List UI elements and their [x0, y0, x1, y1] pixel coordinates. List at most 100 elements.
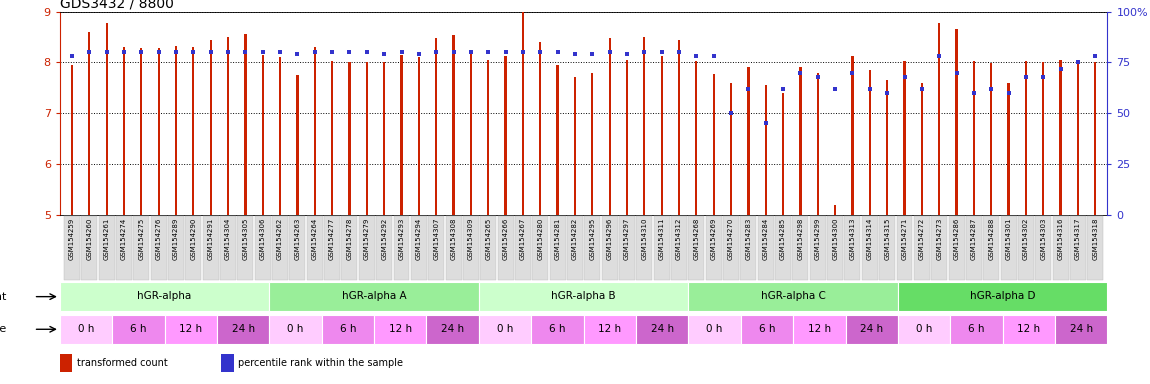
Text: GSM154283: GSM154283	[745, 218, 751, 260]
Point	[201, 49, 220, 55]
Bar	[765, 85, 767, 215]
Bar	[116, 216, 132, 280]
Bar	[478, 314, 531, 344]
Bar	[914, 216, 930, 280]
Point	[1068, 59, 1087, 65]
Text: GSM154286: GSM154286	[953, 218, 959, 260]
Bar	[1007, 83, 1010, 215]
Text: GSM154287: GSM154287	[971, 218, 976, 260]
Bar	[550, 216, 566, 280]
Bar	[221, 354, 233, 372]
Text: GSM154296: GSM154296	[607, 218, 613, 260]
Point	[635, 49, 653, 55]
Bar	[324, 216, 340, 280]
Bar	[539, 42, 542, 215]
Bar	[532, 216, 549, 280]
Bar	[269, 314, 322, 344]
Point	[549, 49, 567, 55]
Bar	[741, 216, 757, 280]
Text: time: time	[0, 324, 7, 334]
Text: 6 h: 6 h	[759, 324, 775, 334]
Bar	[643, 37, 645, 215]
Text: GSM154279: GSM154279	[363, 218, 370, 260]
Bar	[1000, 216, 1017, 280]
Point	[688, 53, 706, 60]
Point	[566, 51, 584, 57]
Bar	[273, 216, 288, 280]
Bar	[140, 48, 143, 215]
Point	[877, 90, 896, 96]
Bar	[255, 216, 270, 280]
Text: 0 h: 0 h	[288, 324, 304, 334]
Point	[1017, 74, 1035, 80]
Text: GSM154280: GSM154280	[537, 218, 543, 260]
Text: GSM154302: GSM154302	[1024, 218, 1029, 260]
Text: 12 h: 12 h	[389, 324, 412, 334]
Point	[808, 74, 827, 80]
Bar	[192, 47, 194, 215]
Bar	[898, 282, 1107, 311]
Text: GSM154285: GSM154285	[780, 218, 787, 260]
Bar	[1088, 216, 1103, 280]
Point	[409, 51, 428, 57]
Bar	[584, 314, 636, 344]
Bar	[741, 314, 794, 344]
Text: GSM154316: GSM154316	[1058, 218, 1064, 260]
Point	[236, 49, 254, 55]
Bar	[290, 216, 306, 280]
Point	[115, 49, 133, 55]
Point	[253, 49, 271, 55]
Bar	[827, 216, 843, 280]
Point	[289, 51, 307, 57]
Bar	[868, 70, 871, 215]
Bar	[601, 216, 618, 280]
Text: GSM154318: GSM154318	[1092, 218, 1098, 260]
Bar	[844, 216, 860, 280]
Point	[618, 51, 636, 57]
Text: GSM154314: GSM154314	[867, 218, 873, 260]
Bar	[168, 216, 184, 280]
Bar	[452, 35, 454, 215]
Bar	[584, 216, 600, 280]
Point	[948, 70, 966, 76]
Bar	[463, 216, 478, 280]
Text: 12 h: 12 h	[598, 324, 621, 334]
Text: GSM154306: GSM154306	[260, 218, 266, 260]
Bar	[567, 216, 583, 280]
Bar	[672, 216, 687, 280]
Bar	[202, 216, 218, 280]
Bar	[515, 216, 531, 280]
Text: GSM154313: GSM154313	[850, 218, 856, 260]
Text: 0 h: 0 h	[706, 324, 722, 334]
Text: 6 h: 6 h	[550, 324, 566, 334]
Point	[669, 49, 688, 55]
Text: GSM154281: GSM154281	[554, 218, 560, 260]
Bar	[956, 29, 958, 215]
Bar	[297, 75, 299, 215]
Text: hGR-alpha C: hGR-alpha C	[760, 291, 826, 301]
Bar	[175, 46, 177, 215]
Point	[271, 49, 290, 55]
Bar	[220, 216, 236, 280]
Bar	[1059, 60, 1061, 215]
Text: GSM154308: GSM154308	[451, 218, 457, 260]
Text: GSM154265: GSM154265	[485, 218, 491, 260]
Bar	[973, 61, 975, 215]
Bar	[782, 93, 784, 215]
Point	[81, 49, 99, 55]
Text: GSM154295: GSM154295	[589, 218, 596, 260]
Text: GSM154276: GSM154276	[155, 218, 162, 260]
Text: GSM154291: GSM154291	[208, 218, 214, 260]
Text: GSM154317: GSM154317	[1075, 218, 1081, 260]
Bar	[60, 354, 72, 372]
Point	[652, 49, 670, 55]
Bar	[359, 216, 375, 280]
Bar	[1003, 314, 1055, 344]
Text: GSM154269: GSM154269	[711, 218, 716, 260]
Text: GSM154299: GSM154299	[815, 218, 821, 260]
Text: GSM154264: GSM154264	[312, 218, 317, 260]
Point	[497, 49, 515, 55]
Bar	[244, 35, 246, 215]
Bar	[488, 60, 490, 215]
Bar	[1035, 216, 1051, 280]
